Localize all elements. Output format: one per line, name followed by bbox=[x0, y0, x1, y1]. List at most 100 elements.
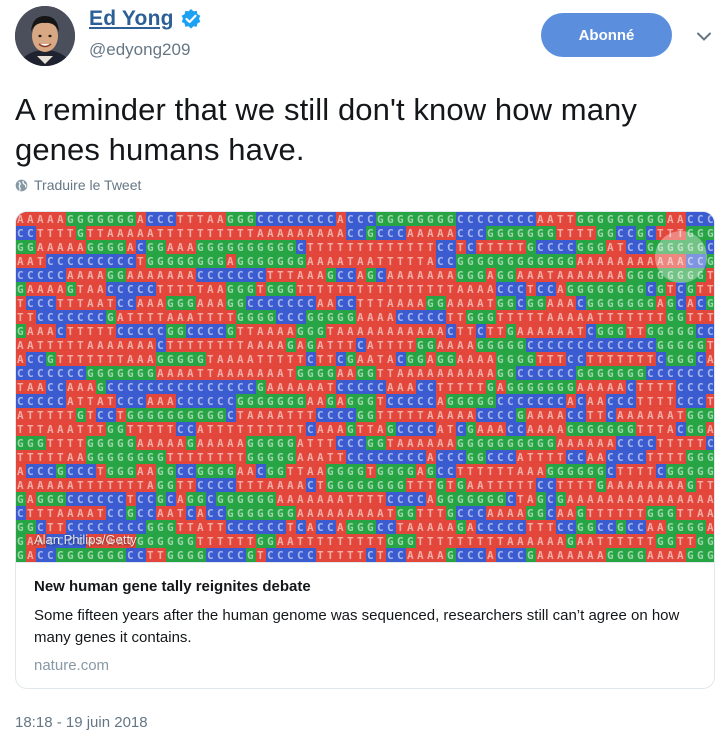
svg-text:C: C bbox=[577, 395, 584, 408]
svg-text:C: C bbox=[337, 297, 344, 310]
svg-text:A: A bbox=[467, 479, 474, 492]
svg-text:G: G bbox=[597, 367, 604, 380]
svg-text:T: T bbox=[397, 255, 404, 268]
svg-text:A: A bbox=[127, 353, 134, 366]
svg-text:A: A bbox=[347, 325, 354, 338]
svg-text:A: A bbox=[667, 493, 674, 506]
svg-text:T: T bbox=[417, 535, 424, 548]
svg-text:A: A bbox=[567, 395, 574, 408]
svg-text:A: A bbox=[147, 297, 154, 310]
svg-text:A: A bbox=[557, 549, 564, 562]
svg-text:C: C bbox=[607, 409, 614, 422]
svg-text:A: A bbox=[287, 325, 294, 338]
svg-text:C: C bbox=[697, 395, 704, 408]
svg-text:A: A bbox=[527, 325, 534, 338]
svg-text:A: A bbox=[227, 255, 234, 268]
svg-text:C: C bbox=[187, 465, 194, 478]
svg-text:C: C bbox=[497, 213, 504, 226]
svg-text:T: T bbox=[107, 353, 114, 366]
svg-text:A: A bbox=[527, 535, 534, 548]
svg-text:T: T bbox=[397, 283, 404, 296]
svg-text:C: C bbox=[117, 507, 124, 520]
svg-text:G: G bbox=[687, 325, 694, 338]
svg-text:G: G bbox=[107, 213, 114, 226]
svg-text:G: G bbox=[437, 353, 444, 366]
svg-text:G: G bbox=[427, 297, 434, 310]
svg-text:G: G bbox=[457, 269, 464, 282]
svg-text:A: A bbox=[597, 437, 604, 450]
svg-text:A: A bbox=[287, 535, 294, 548]
svg-text:A: A bbox=[157, 367, 164, 380]
svg-text:A: A bbox=[577, 437, 584, 450]
svg-text:C: C bbox=[67, 493, 74, 506]
svg-text:G: G bbox=[457, 395, 464, 408]
svg-text:T: T bbox=[537, 311, 544, 324]
svg-text:T: T bbox=[47, 339, 54, 352]
svg-text:G: G bbox=[77, 227, 84, 240]
svg-text:T: T bbox=[427, 241, 434, 254]
svg-text:C: C bbox=[357, 339, 364, 352]
author-handle[interactable]: @edyong209 bbox=[89, 40, 191, 59]
svg-text:T: T bbox=[357, 549, 364, 562]
svg-text:A: A bbox=[457, 339, 464, 352]
svg-text:A: A bbox=[307, 465, 314, 478]
svg-text:T: T bbox=[327, 451, 334, 464]
svg-text:T: T bbox=[127, 423, 134, 436]
svg-text:G: G bbox=[357, 395, 364, 408]
svg-text:T: T bbox=[97, 423, 104, 436]
svg-text:G: G bbox=[497, 255, 504, 268]
svg-text:A: A bbox=[607, 381, 614, 394]
svg-text:A: A bbox=[567, 311, 574, 324]
svg-text:C: C bbox=[447, 255, 454, 268]
svg-text:C: C bbox=[167, 213, 174, 226]
translate-tweet-link[interactable]: Traduire le Tweet bbox=[15, 177, 141, 193]
svg-text:T: T bbox=[247, 325, 254, 338]
svg-text:T: T bbox=[577, 325, 584, 338]
avatar[interactable] bbox=[15, 6, 75, 66]
svg-text:G: G bbox=[57, 549, 64, 562]
svg-text:A: A bbox=[507, 535, 514, 548]
svg-text:G: G bbox=[677, 241, 684, 254]
svg-text:C: C bbox=[517, 423, 524, 436]
svg-text:C: C bbox=[607, 465, 614, 478]
svg-text:A: A bbox=[647, 409, 654, 422]
svg-text:G: G bbox=[17, 283, 24, 296]
svg-text:C: C bbox=[77, 521, 84, 534]
svg-text:T: T bbox=[17, 311, 24, 324]
svg-text:C: C bbox=[597, 521, 604, 534]
svg-text:G: G bbox=[537, 297, 544, 310]
svg-text:G: G bbox=[237, 493, 244, 506]
svg-text:A: A bbox=[637, 409, 644, 422]
svg-text:G: G bbox=[487, 437, 494, 450]
svg-text:C: C bbox=[507, 213, 514, 226]
svg-text:T: T bbox=[137, 311, 144, 324]
svg-text:G: G bbox=[567, 283, 574, 296]
svg-text:C: C bbox=[57, 395, 64, 408]
tweet-menu-button[interactable] bbox=[692, 26, 716, 46]
svg-text:A: A bbox=[547, 423, 554, 436]
svg-text:T: T bbox=[587, 227, 594, 240]
svg-text:G: G bbox=[307, 339, 314, 352]
svg-text:G: G bbox=[337, 479, 344, 492]
svg-text:A: A bbox=[167, 241, 174, 254]
svg-text:A: A bbox=[367, 311, 374, 324]
svg-text:C: C bbox=[387, 227, 394, 240]
follow-button[interactable]: Abonné bbox=[541, 13, 672, 57]
svg-text:G: G bbox=[667, 507, 674, 520]
tweet-timestamp[interactable]: 18:18 - 19 juin 2018 bbox=[15, 714, 148, 731]
svg-text:A: A bbox=[467, 283, 474, 296]
svg-text:G: G bbox=[667, 465, 674, 478]
svg-text:G: G bbox=[697, 227, 704, 240]
author-name[interactable]: Ed Yong bbox=[89, 7, 174, 30]
svg-text:A: A bbox=[137, 339, 144, 352]
svg-text:G: G bbox=[167, 255, 174, 268]
svg-text:C: C bbox=[547, 283, 554, 296]
svg-text:A: A bbox=[227, 353, 234, 366]
svg-text:G: G bbox=[367, 227, 374, 240]
svg-text:G: G bbox=[697, 451, 704, 464]
svg-text:G: G bbox=[107, 367, 114, 380]
svg-text:T: T bbox=[647, 353, 654, 366]
svg-text:G: G bbox=[637, 297, 644, 310]
svg-text:G: G bbox=[297, 395, 304, 408]
